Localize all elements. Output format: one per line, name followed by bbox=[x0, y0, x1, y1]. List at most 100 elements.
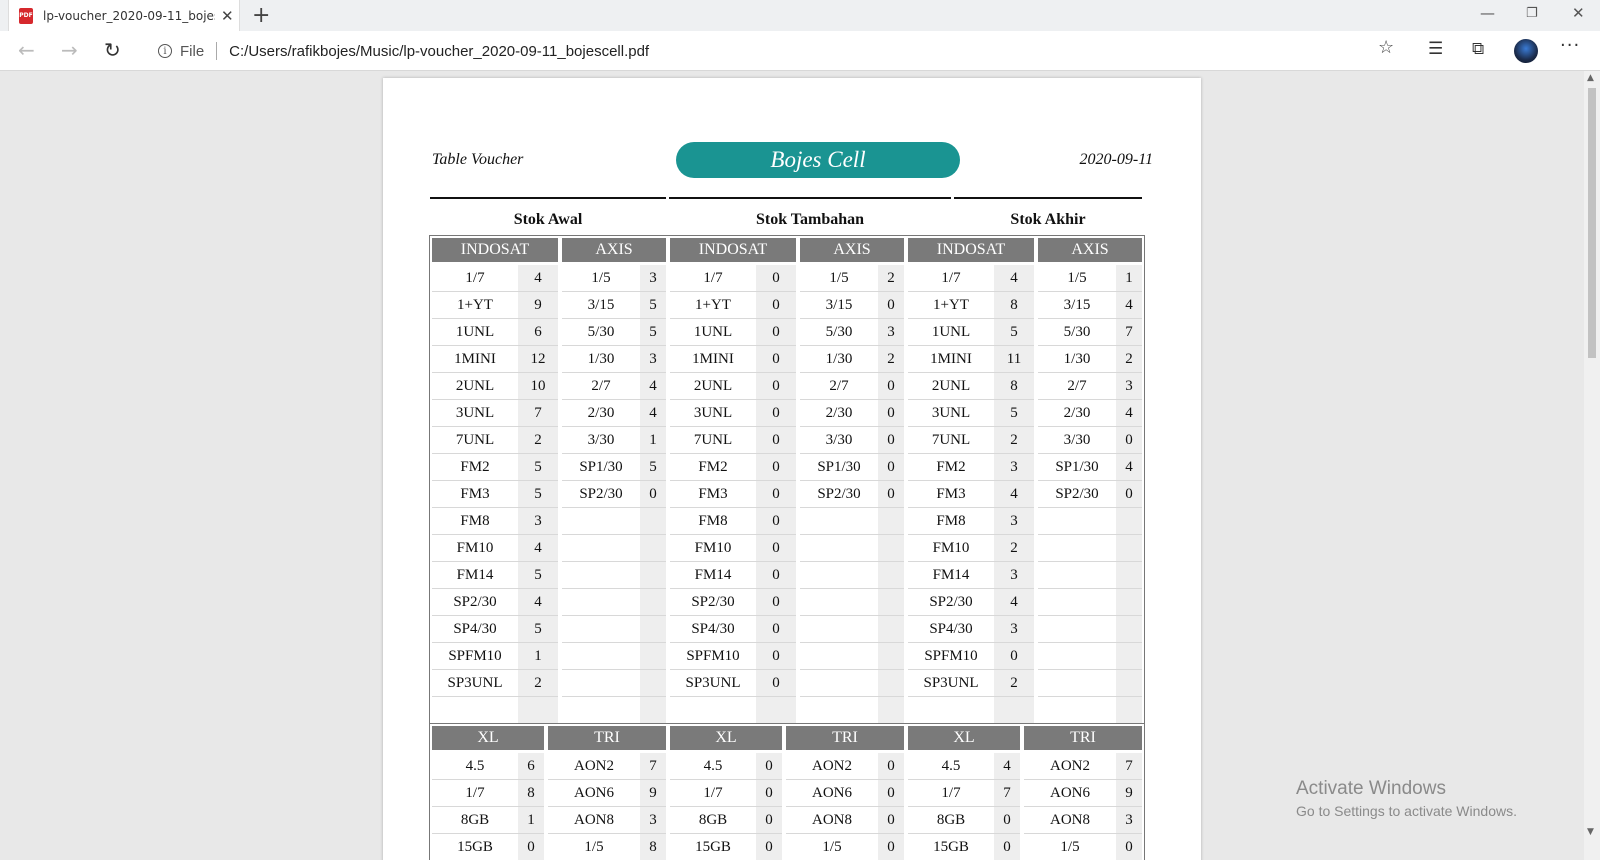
table-row: 1/7 7 bbox=[908, 780, 1020, 807]
restore-icon[interactable]: ❐ bbox=[1526, 6, 1538, 21]
window-close-icon[interactable]: ✕ bbox=[1572, 4, 1585, 22]
voucher-name-cell bbox=[1038, 508, 1116, 534]
voucher-name-cell bbox=[670, 697, 756, 723]
table-row: 1/5 0 bbox=[786, 834, 904, 860]
header-left: Table Voucher bbox=[432, 151, 524, 168]
voucher-name-cell: 1/30 bbox=[1063, 350, 1091, 367]
stock-value-cell: 12 bbox=[518, 346, 558, 372]
voucher-name-cell bbox=[562, 616, 640, 642]
stock-value-cell bbox=[1116, 670, 1142, 696]
stock-value-cell: 0 bbox=[640, 481, 666, 507]
collections-icon[interactable]: ⧉ bbox=[1472, 39, 1485, 59]
table-row: SP2/30 0 bbox=[670, 589, 796, 616]
favorites-icon[interactable]: ☰ bbox=[1428, 39, 1444, 59]
voucher-name-cell: FM14 bbox=[456, 566, 494, 583]
table-row: 1/5 8 bbox=[548, 834, 666, 860]
stock-value-cell: 0 bbox=[1116, 427, 1142, 453]
avatar[interactable] bbox=[1514, 39, 1538, 63]
stock-value-cell: 0 bbox=[994, 807, 1020, 833]
table-row: AON6 9 bbox=[1024, 780, 1142, 807]
voucher-name-cell: AON2 bbox=[1050, 757, 1090, 774]
star-icon[interactable]: ☆ bbox=[1378, 37, 1395, 58]
voucher-name-cell bbox=[562, 670, 640, 696]
stock-value-cell bbox=[640, 508, 666, 534]
stock-value-cell: 5 bbox=[518, 481, 558, 507]
stock-value-cell: 2 bbox=[878, 346, 904, 372]
table-row: FM14 5 bbox=[432, 562, 558, 589]
voucher-name-cell: 3/30 bbox=[587, 431, 615, 448]
table-row: 3/15 5 bbox=[562, 292, 666, 319]
scroll-up-icon[interactable]: ▲ bbox=[1587, 73, 1594, 83]
address-bar[interactable]: i File C:/Users/rafikbojes/Music/lp-vouc… bbox=[146, 35, 1410, 67]
table-row: 1/5 2 bbox=[800, 265, 904, 292]
stock-value-cell: 0 bbox=[756, 670, 796, 696]
voucher-name-cell bbox=[1038, 643, 1116, 669]
table-row: FM2 0 bbox=[670, 454, 796, 481]
section-stok-akhir: Stok Akhir bbox=[1010, 211, 1086, 228]
more-icon[interactable]: ··· bbox=[1560, 35, 1581, 56]
tab-pdf[interactable]: PDF lp-voucher_2020-09-11_bojescell.pdf … bbox=[8, 0, 240, 31]
back-icon[interactable]: ← bbox=[18, 38, 35, 62]
stock-value-cell: 5 bbox=[518, 454, 558, 480]
table-row: 1UNL 5 bbox=[908, 319, 1034, 346]
close-tab-icon[interactable]: ✕ bbox=[221, 6, 234, 25]
stock-value-cell: 0 bbox=[518, 834, 544, 860]
table-row: 8GB 1 bbox=[432, 807, 544, 834]
pdf-viewer: Table Voucher Bojes Cell 2020-09-11 Stok… bbox=[0, 71, 1584, 860]
voucher-name-cell bbox=[1038, 616, 1116, 642]
stock-value-cell bbox=[640, 589, 666, 615]
table-row: SPFM10 0 bbox=[670, 643, 796, 670]
voucher-name-cell: SP3UNL bbox=[447, 674, 503, 691]
voucher-name-cell: AON8 bbox=[812, 811, 852, 828]
voucher-name-cell bbox=[800, 616, 878, 642]
minimize-icon[interactable]: — bbox=[1480, 4, 1495, 22]
voucher-name-cell: 5/30 bbox=[587, 323, 615, 340]
table-row: 5/30 3 bbox=[800, 319, 904, 346]
table-row: FM8 3 bbox=[908, 508, 1034, 535]
scroll-down-icon[interactable]: ▼ bbox=[1587, 827, 1594, 837]
table-row: SP1/30 5 bbox=[562, 454, 666, 481]
table-row: FM3 5 bbox=[432, 481, 558, 508]
table-row: AON8 3 bbox=[1024, 807, 1142, 834]
voucher-name-cell: 1MINI bbox=[692, 350, 734, 367]
stock-value-cell: 0 bbox=[756, 780, 782, 806]
refresh-icon[interactable]: ↻ bbox=[104, 38, 121, 62]
table-row: 3/30 0 bbox=[800, 427, 904, 454]
table-row: 4.5 6 bbox=[432, 753, 544, 780]
table-row: 1/30 2 bbox=[800, 346, 904, 373]
stock-value-cell: 4 bbox=[640, 400, 666, 426]
stock-value-cell bbox=[518, 697, 558, 723]
url-text[interactable]: C:/Users/rafikbojes/Music/lp-voucher_202… bbox=[229, 42, 650, 60]
scroll-thumb[interactable] bbox=[1588, 88, 1596, 358]
info-icon[interactable]: i bbox=[158, 44, 172, 58]
voucher-name-cell: 15GB bbox=[695, 838, 731, 855]
voucher-name-cell: FM3 bbox=[698, 485, 728, 502]
table-row: 1/30 3 bbox=[562, 346, 666, 373]
table-row: FM2 3 bbox=[908, 454, 1034, 481]
new-tab-button[interactable]: + bbox=[252, 3, 271, 28]
voucher-name-cell: 1/7 bbox=[465, 784, 485, 801]
table-row: 2UNL 0 bbox=[670, 373, 796, 400]
voucher-name-cell: SP3UNL bbox=[923, 674, 979, 691]
stock-value-cell: 3 bbox=[994, 454, 1034, 480]
voucher-name-cell: AON6 bbox=[574, 784, 614, 801]
stock-value-cell: 3 bbox=[994, 616, 1034, 642]
brand-group-indosat: INDOSAT 1/7 4 1+YT 8 1UNL 5 1MINI 11 2UNL 8 3UNL 5 7U… bbox=[906, 236, 1036, 724]
table-row: AON2 0 bbox=[786, 753, 904, 780]
voucher-name-cell: 2/7 bbox=[591, 377, 611, 394]
stock-value-cell: 0 bbox=[878, 780, 904, 806]
stock-value-cell bbox=[1116, 589, 1142, 615]
voucher-name-cell: 2/30 bbox=[1063, 404, 1091, 421]
table-row: AON2 7 bbox=[1024, 753, 1142, 780]
voucher-name-cell: 3/15 bbox=[825, 296, 853, 313]
table-row: 3UNL 0 bbox=[670, 400, 796, 427]
voucher-name-cell: SP2/30 bbox=[1055, 485, 1099, 502]
stock-value-cell: 3 bbox=[1116, 807, 1142, 833]
table-row: FM3 0 bbox=[670, 481, 796, 508]
vertical-scrollbar[interactable]: ▲ ▼ bbox=[1584, 71, 1600, 860]
stock-value-cell: 0 bbox=[756, 508, 796, 534]
voucher-name-cell bbox=[562, 697, 640, 723]
stock-value-cell bbox=[640, 643, 666, 669]
stock-value-cell: 1 bbox=[640, 427, 666, 453]
forward-icon[interactable]: → bbox=[61, 38, 78, 62]
